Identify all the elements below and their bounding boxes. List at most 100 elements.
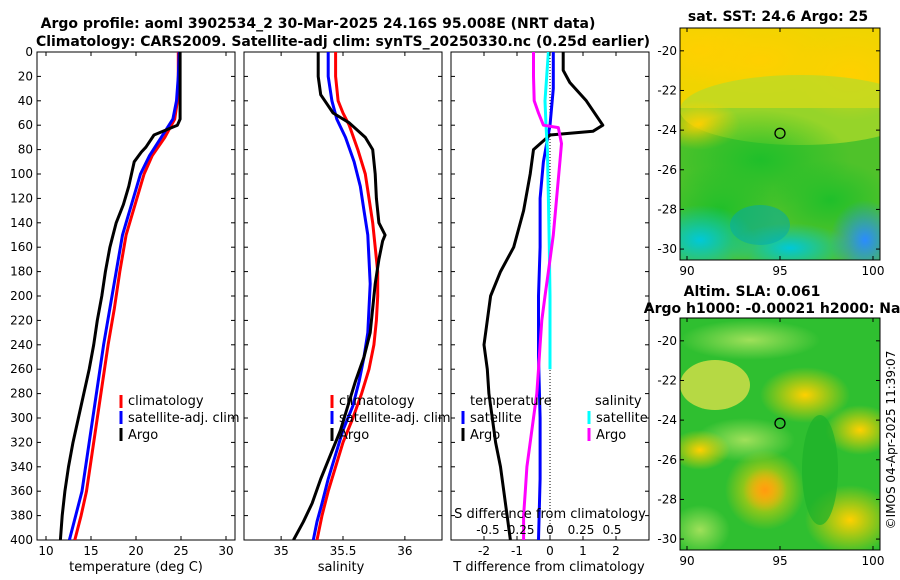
sst-map-title: sat. SST: 24.6 Argo: 25 xyxy=(688,9,868,25)
sla-map-image xyxy=(680,318,880,550)
lon-tick-label: 90 xyxy=(679,554,694,568)
depth-tick-label: 300 xyxy=(10,411,33,425)
lat-tick-label: -24 xyxy=(657,413,677,427)
figure-title-line2: Climatology: CARS2009. Satellite-adj cli… xyxy=(36,34,650,50)
depth-tick-label: 160 xyxy=(10,240,33,254)
lon-tick-label: 100 xyxy=(862,554,885,568)
lat-tick-label: -28 xyxy=(657,202,677,216)
legend-temperature-header: temperature xyxy=(470,394,552,409)
legend-temp-satellite: satellite xyxy=(470,411,522,426)
s-difference-tick-label: 0.25 xyxy=(568,523,595,537)
lon-tick-label: 90 xyxy=(679,264,694,278)
lat-tick-label: -28 xyxy=(657,492,677,506)
series-line-salinity-argo xyxy=(522,52,563,540)
s-difference-tick-label: -0.5 xyxy=(476,523,499,537)
difference-legend: temperature satellite Argo salinity sate… xyxy=(461,394,648,443)
depth-tick-label: 240 xyxy=(10,338,33,352)
legend-sal-argo: Argo xyxy=(596,428,626,443)
difference-x-tick-label: -1 xyxy=(511,544,523,558)
depth-tick-label: 80 xyxy=(18,143,33,157)
depth-tick-label: 220 xyxy=(10,313,33,327)
lat-tick-label: -26 xyxy=(657,453,677,467)
salinity-axes xyxy=(243,51,443,541)
sla-map-title2: Argo h1000: -0.00021 h2000: NaN xyxy=(644,301,900,317)
series-line-satellite-adj-clim xyxy=(67,52,181,540)
imos-credit: ©IMOS 04-Apr-2025 11:39:07 xyxy=(884,351,898,530)
argo-location-marker xyxy=(774,127,786,139)
salinity-legend: climatology satellite-adj. clim Argo xyxy=(330,394,451,443)
t-difference-xlabel: T difference from climatology xyxy=(452,560,645,575)
depth-tick-label: 60 xyxy=(18,118,33,132)
series-line-climatology xyxy=(315,52,380,540)
difference-x-tick-label: -2 xyxy=(478,544,490,558)
depth-tick-label: 140 xyxy=(10,216,33,230)
series-line-temperature-satellite xyxy=(537,52,555,540)
series-line-salinity-satellite xyxy=(543,52,552,370)
depth-tick-label: 100 xyxy=(10,167,33,181)
depth-tick-label: 20 xyxy=(18,69,33,83)
depth-tick-label: 0 xyxy=(25,45,33,59)
s-difference-label: S difference from climatology xyxy=(454,507,646,522)
depth-tick-label: 40 xyxy=(18,94,33,108)
s-difference-tick-label: 0.5 xyxy=(602,523,621,537)
lat-tick-label: -20 xyxy=(657,334,677,348)
series-line-argo xyxy=(292,52,387,540)
depth-tick-label: 200 xyxy=(10,289,33,303)
sla-map-title1: Altim. SLA: 0.061 xyxy=(684,284,821,300)
difference-x-tick-label: 0 xyxy=(546,544,554,558)
depth-tick-label: 260 xyxy=(10,362,33,376)
depth-tick-label: 380 xyxy=(10,509,33,523)
sla-map-panel: Altim. SLA: 0.061 Argo h1000: -0.00021 h… xyxy=(644,284,900,568)
argo-location-marker xyxy=(774,417,786,429)
salinity-x-tick-label: 35.5 xyxy=(330,544,357,558)
figure-title-line1: Argo profile: aoml 3902534_2 30-Mar-2025… xyxy=(41,16,596,32)
lon-tick-label: 95 xyxy=(772,264,787,278)
legend-temp-argo: Argo xyxy=(470,428,500,443)
depth-tick-label: 400 xyxy=(10,533,33,547)
temperature-x-tick-label: 25 xyxy=(173,544,188,558)
series-line-temperature-argo xyxy=(482,52,605,540)
legend-argo: Argo xyxy=(128,428,158,443)
s-difference-tick-label: 0 xyxy=(546,523,554,537)
sst-map-panel: sat. SST: 24.6 Argo: 25 -20 -22 -24 -26 -28 -… xyxy=(657,9,884,278)
lat-tick-label: -22 xyxy=(657,373,677,387)
difference-x-tick-label: 2 xyxy=(612,544,620,558)
depth-tick-label: 360 xyxy=(10,484,33,498)
lat-tick-label: -30 xyxy=(657,532,677,546)
temperature-panel: 0 20 40 60 80 100 120 140 160 180 200 220 240 260 280 3… xyxy=(10,45,240,575)
salinity-x-tick-label: 35 xyxy=(273,544,288,558)
lat-tick-label: -26 xyxy=(657,163,677,177)
legend-argo: Argo xyxy=(339,428,369,443)
s-difference-tick-label: -0.25 xyxy=(503,523,534,537)
depth-tick-label: 120 xyxy=(10,191,33,205)
lat-tick-label: -30 xyxy=(657,242,677,256)
depth-tick-label: 280 xyxy=(10,387,33,401)
difference-panel: -2 -1 0 1 2 T difference from climatology S … xyxy=(450,51,650,575)
difference-x-tick-label: 1 xyxy=(579,544,587,558)
series-line-climatology xyxy=(73,52,180,540)
legend-satellite-adj: satellite-adj. clim xyxy=(339,411,451,426)
lat-tick-label: -22 xyxy=(657,83,677,97)
sst-map-image xyxy=(680,28,880,260)
temperature-xlabel: temperature (deg C) xyxy=(69,560,203,575)
temperature-axes xyxy=(36,51,236,541)
salinity-xlabel: salinity xyxy=(318,560,365,575)
legend-climatology: climatology xyxy=(128,394,204,409)
salinity-x-tick-label: 36 xyxy=(397,544,412,558)
depth-tick-label: 180 xyxy=(10,265,33,279)
temperature-x-tick-label: 20 xyxy=(128,544,143,558)
lon-tick-label: 95 xyxy=(772,554,787,568)
depth-tick-label: 340 xyxy=(10,460,33,474)
temperature-legend: climatology satellite-adj. clim Argo xyxy=(119,394,240,443)
lat-tick-label: -24 xyxy=(657,123,677,137)
depth-tick-label: 320 xyxy=(10,435,33,449)
salinity-panel: 35 35.5 36 salinity climatology satellite-… xyxy=(243,51,451,575)
temperature-x-tick-label: 10 xyxy=(38,544,53,558)
lat-tick-label: -20 xyxy=(657,44,677,58)
legend-climatology: climatology xyxy=(339,394,415,409)
temperature-x-tick-label: 15 xyxy=(83,544,98,558)
series-line-argo xyxy=(58,52,182,540)
legend-sal-satellite: satellite xyxy=(596,411,648,426)
temperature-x-tick-label: 30 xyxy=(218,544,233,558)
